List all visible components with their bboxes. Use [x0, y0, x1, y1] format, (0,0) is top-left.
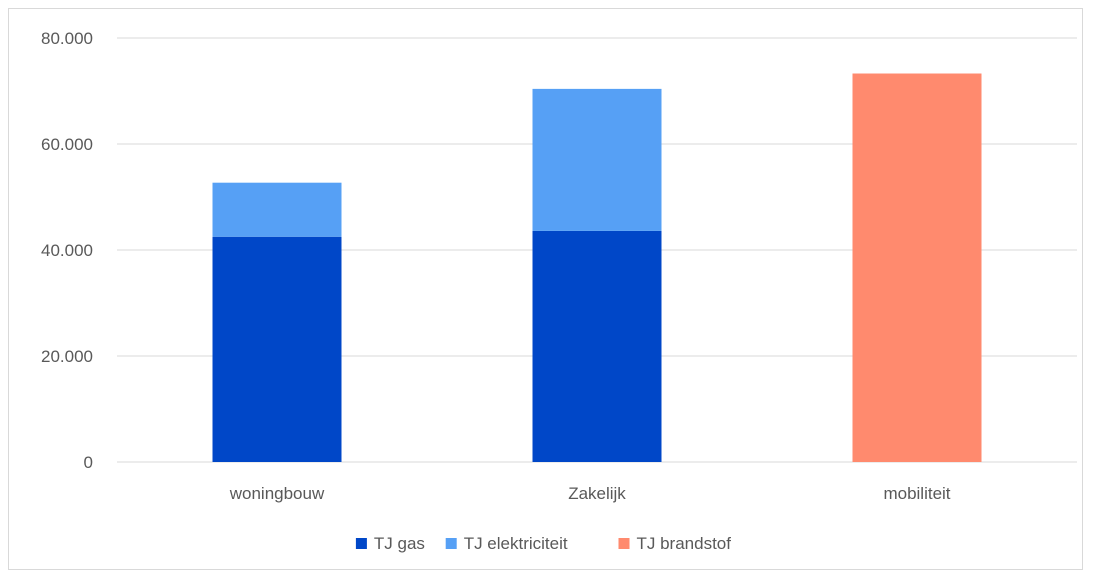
y-tick-label: 20.000: [41, 347, 93, 366]
y-tick-label: 0: [84, 453, 93, 472]
legend: TJ gas TJ elektriciteit TJ brandstof: [355, 534, 732, 553]
x-category-label: woningbouw: [229, 484, 325, 503]
y-tick-label: 40.000: [41, 241, 93, 260]
bar-segment-tj-gas: [532, 230, 662, 462]
bar-segment-tj-elektriciteit: [212, 182, 342, 237]
bar-segment-tj-elektriciteit: [532, 88, 662, 231]
x-category-label: Zakelijk: [568, 484, 626, 503]
legend-label: TJ elektriciteit: [464, 534, 568, 553]
x-axis-category-labels: woningbouw Zakelijk mobiliteit: [229, 484, 951, 503]
legend-swatch: [355, 538, 367, 549]
bar-segment-tj-gas: [212, 236, 342, 462]
legend-swatch: [445, 538, 457, 549]
legend-swatch: [618, 538, 630, 549]
y-axis-tick-labels: 0 20.000 40.000 60.000 80.000: [41, 29, 93, 472]
legend-label: TJ gas: [374, 534, 425, 553]
x-category-label: mobiliteit: [883, 484, 950, 503]
y-tick-label: 60.000: [41, 135, 93, 154]
y-tick-label: 80.000: [41, 29, 93, 48]
bar-segment-tj-brandstof: [852, 73, 982, 462]
legend-label: TJ brandstof: [637, 534, 732, 553]
bars: [212, 73, 982, 462]
